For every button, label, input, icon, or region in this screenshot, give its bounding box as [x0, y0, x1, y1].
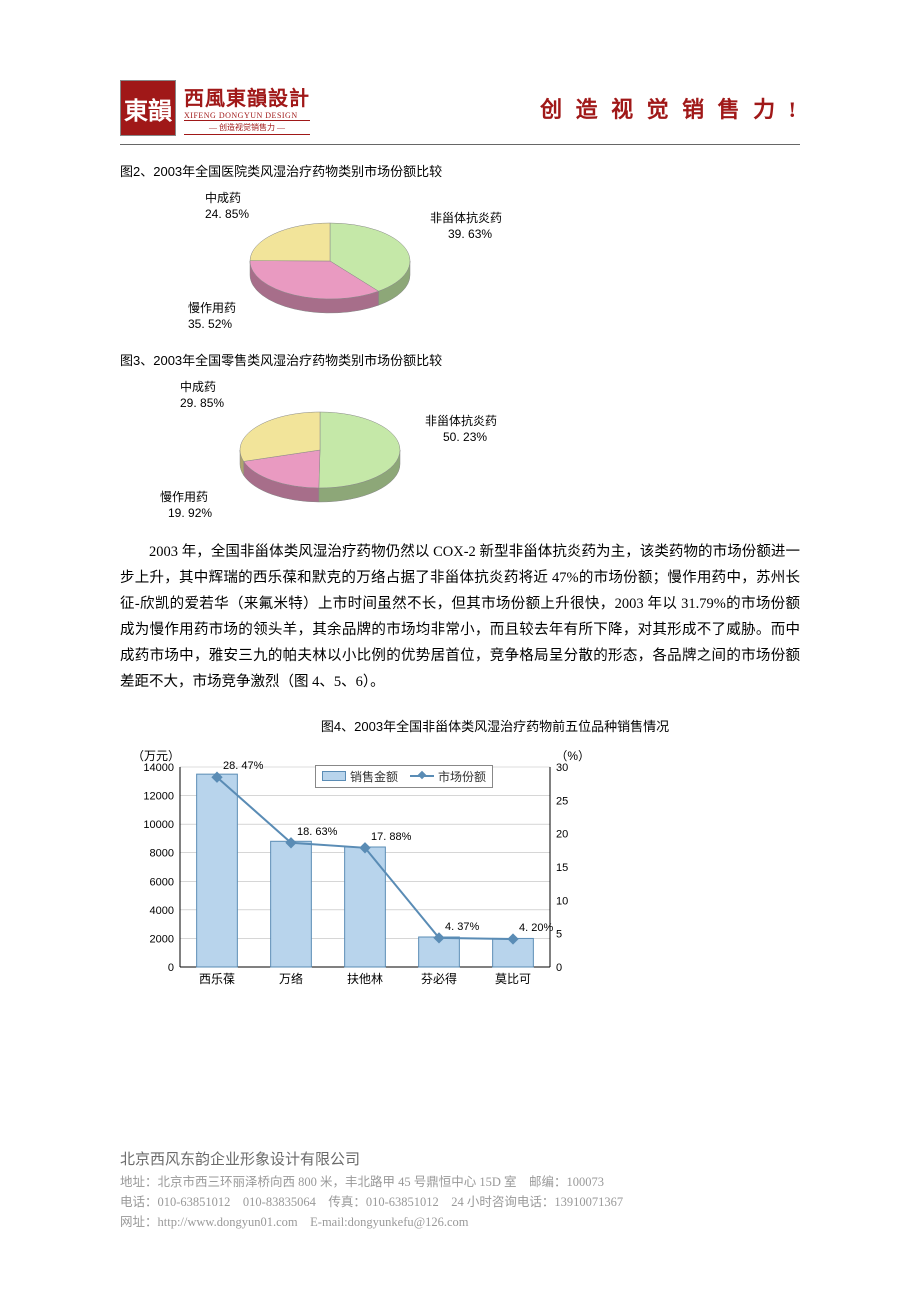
svg-text:12000: 12000 — [143, 790, 174, 802]
footer-tel: 电话：010-63851012 010-83835064 传真：010-6385… — [120, 1192, 800, 1212]
fig4-y-right-unit: （%） — [555, 747, 590, 764]
fig4-legend-line-icon — [410, 775, 434, 777]
fig3-label-zcy: 中成药 29. 85% — [180, 379, 224, 411]
svg-text:4. 20%: 4. 20% — [519, 922, 553, 934]
fig2-label-zcy: 中成药 24. 85% — [205, 190, 249, 222]
svg-text:5: 5 — [556, 928, 562, 940]
fig3-label-mzy-pct: 19. 92% — [168, 506, 212, 520]
fig4-legend-bar-label: 销售金额 — [350, 768, 398, 785]
logo-en-text: XIFENG DONGYUN DESIGN — [184, 111, 310, 120]
fig3-label-fzt-pct: 50. 23% — [443, 430, 487, 444]
fig2-label-zcy-name: 中成药 — [205, 191, 241, 205]
svg-text:17. 88%: 17. 88% — [371, 830, 412, 842]
svg-text:扶他林: 扶他林 — [347, 971, 383, 986]
fig3-label-zcy-pct: 29. 85% — [180, 396, 224, 410]
header-slogan: 创 造 视 觉 销 售 力 ! — [540, 92, 800, 124]
fig4-title: 图4、2003年全国非甾体类风湿治疗药物前五位品种销售情况 — [190, 716, 800, 735]
svg-text:0: 0 — [556, 962, 562, 974]
svg-text:芬必得: 芬必得 — [421, 971, 457, 986]
svg-text:18. 63%: 18. 63% — [297, 825, 338, 837]
svg-text:0: 0 — [168, 962, 174, 974]
svg-text:10000: 10000 — [143, 819, 174, 831]
svg-text:西乐葆: 西乐葆 — [199, 972, 235, 986]
fig2-label-fzt-name: 非甾体抗炎药 — [430, 211, 502, 225]
fig3-label-fzt: 非甾体抗炎药 50. 23% — [425, 413, 497, 445]
logo-block: 東韻 西風東韻設計 XIFENG DONGYUN DESIGN — 创造视觉销售… — [120, 80, 310, 136]
logo-sub-text: — 创造视觉销售力 — — [184, 120, 310, 135]
fig3-title: 图3、2003年全国零售类风湿治疗药物类别市场份额比较 — [120, 350, 800, 369]
fig4-y-left-unit: （万元） — [132, 747, 180, 764]
fig3-label-mzy: 慢作用药 19. 92% — [160, 489, 212, 521]
fig3-pie-chart — [230, 402, 410, 512]
svg-text:10: 10 — [556, 895, 568, 907]
svg-text:20: 20 — [556, 828, 568, 840]
logo-text-block: 西風東韻設計 XIFENG DONGYUN DESIGN — 创造视觉销售力 — — [184, 82, 310, 135]
fig3-label-zcy-name: 中成药 — [180, 380, 216, 394]
fig2-label-mzy: 慢作用药 35. 52% — [188, 300, 236, 332]
fig2-label-fzt: 非甾体抗炎药 39. 63% — [430, 210, 502, 242]
fig4-legend-bar: 销售金额 — [322, 768, 398, 785]
fig2-label-mzy-pct: 35. 52% — [188, 317, 232, 331]
fig2-title: 图2、2003年全国医院类风湿治疗药物类别市场份额比较 — [120, 161, 800, 180]
svg-text:8000: 8000 — [150, 847, 174, 859]
body-paragraph: 2003 年，全国非甾体类风湿治疗药物仍然以 COX-2 新型非甾体抗炎药为主，… — [120, 539, 800, 696]
fig2-label-fzt-pct: 39. 63% — [448, 227, 492, 241]
footer-address: 地址：北京市西三环丽泽桥向西 800 米，丰北路甲 45 号鼎恒中心 15D 室… — [120, 1172, 800, 1192]
page-header: 東韻 西風東韻設計 XIFENG DONGYUN DESIGN — 创造视觉销售… — [120, 80, 800, 136]
header-divider — [120, 144, 800, 145]
fig4-legend-line: 市场份额 — [410, 768, 486, 785]
fig3-pie-block: 中成药 29. 85% 非甾体抗炎药 50. 23% 慢作用药 19. 92% — [150, 377, 550, 527]
fig4-legend-line-label: 市场份额 — [438, 768, 486, 785]
fig2-label-zcy-pct: 24. 85% — [205, 207, 249, 221]
svg-text:15: 15 — [556, 862, 568, 874]
svg-text:2000: 2000 — [150, 933, 174, 945]
fig2-pie-block: 中成药 24. 85% 非甾体抗炎药 39. 63% 慢作用药 35. 52% — [150, 188, 550, 338]
svg-text:25: 25 — [556, 795, 568, 807]
fig3-label-fzt-name: 非甾体抗炎药 — [425, 414, 497, 428]
footer-company: 北京西风东韵企业形象设计有限公司 — [120, 1148, 800, 1172]
fig4-chart-wrap: （万元） （%） 销售金额 市场份额 0 2000 4000 6000 8000 1000… — [120, 747, 600, 997]
logo-seal-icon: 東韻 — [120, 80, 176, 136]
fig2-pie-chart — [240, 213, 420, 323]
page-content: 東韻 西風東韻設計 XIFENG DONGYUN DESIGN — 创造视觉销售… — [0, 0, 920, 997]
svg-text:莫比可: 莫比可 — [495, 972, 531, 986]
fig3-label-mzy-name: 慢作用药 — [160, 490, 208, 504]
fig2-label-mzy-name: 慢作用药 — [188, 301, 236, 315]
footer-web: 网址：http://www.dongyun01.com E-mail:dongy… — [120, 1212, 800, 1232]
logo-cn-text: 西風東韻設計 — [184, 82, 310, 111]
svg-text:4. 37%: 4. 37% — [445, 920, 479, 932]
svg-text:4000: 4000 — [150, 904, 174, 916]
svg-text:万络: 万络 — [279, 971, 303, 986]
fig4-legend: 销售金额 市场份额 — [315, 765, 493, 788]
svg-text:6000: 6000 — [150, 876, 174, 888]
svg-text:28. 47%: 28. 47% — [223, 760, 264, 772]
fig4-legend-bar-icon — [322, 771, 346, 781]
page-footer: 北京西风东韵企业形象设计有限公司 地址：北京市西三环丽泽桥向西 800 米，丰北… — [120, 1148, 800, 1232]
fig4-block: 图4、2003年全国非甾体类风湿治疗药物前五位品种销售情况 （万元） （%） 销… — [120, 716, 800, 997]
